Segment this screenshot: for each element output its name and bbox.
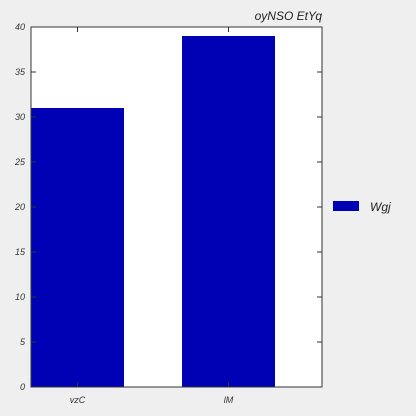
legend-swatch [333,201,359,211]
y-tick-label: 5 [20,337,26,347]
y-tick-label: 10 [15,292,25,302]
chart-title: oyNSO EtYq [255,9,323,23]
legend-label: Wgj [370,200,391,214]
y-tick-label: 25 [14,157,26,167]
y-tick-label: 35 [15,67,26,77]
y-tick-label: 15 [15,247,26,257]
legend: Wgj [333,200,391,214]
y-tick-label: 40 [15,22,25,32]
y-tick-label: 0 [20,382,25,392]
y-tick-label: 30 [15,112,25,122]
y-tick-label: 20 [14,202,25,212]
bar-lM [182,36,275,387]
y-axis: 0 5 10 15 20 25 30 35 40 [14,22,322,392]
bars-layer [31,36,275,387]
x-tick-label: lM [224,395,234,405]
x-tick-label: vzC [70,395,86,405]
bar-vzC [31,108,124,387]
x-axis: vzC lM [70,27,234,405]
